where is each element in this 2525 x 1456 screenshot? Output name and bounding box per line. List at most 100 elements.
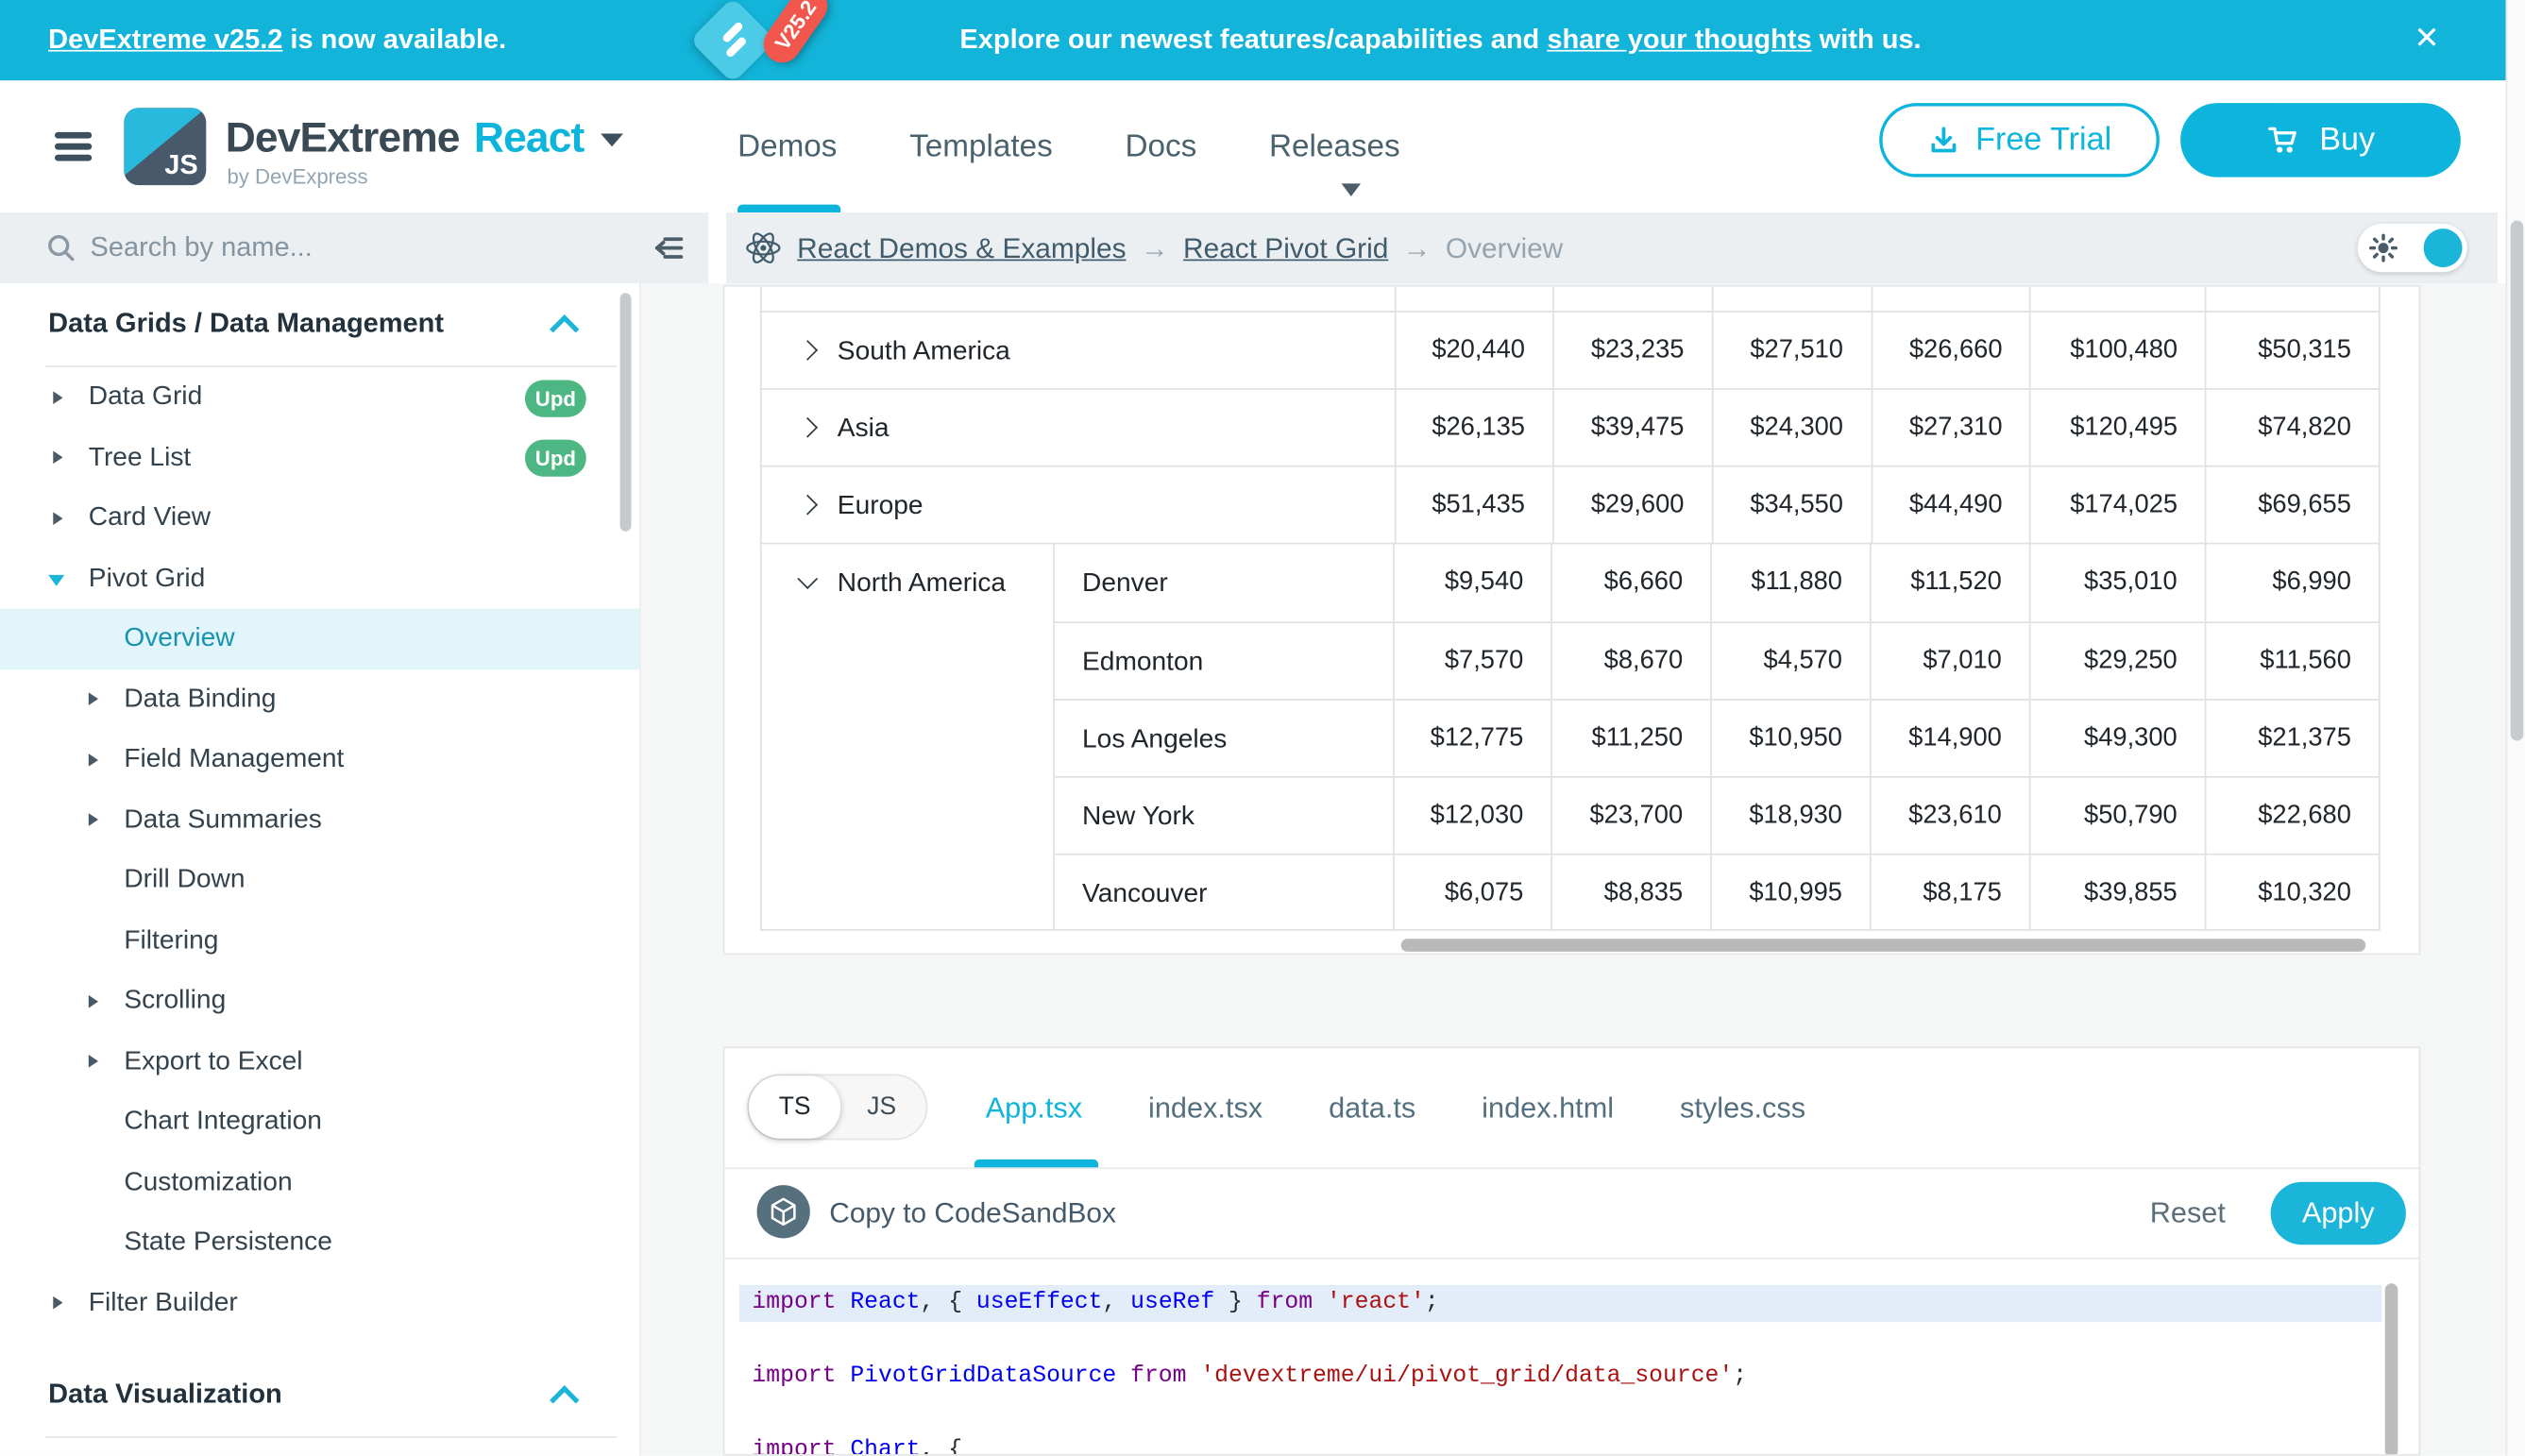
nav-item-templates[interactable]: Templates bbox=[909, 127, 1053, 164]
tab-index-tsx[interactable]: index.tsx bbox=[1148, 1091, 1263, 1124]
sidebar-item-data-grid[interactable]: Data Grid Upd bbox=[0, 367, 639, 428]
pivot-value-cell: $7,010 bbox=[1872, 622, 2031, 700]
collapse-sidebar-icon[interactable] bbox=[652, 232, 686, 264]
sidebar-item-customization[interactable]: Customization bbox=[0, 1152, 639, 1212]
share-thoughts-link[interactable]: share your thoughts bbox=[1547, 24, 1812, 55]
search-input[interactable]: Search by name... bbox=[90, 231, 313, 262]
main-nav: Demos Templates Docs Releases bbox=[737, 80, 1400, 212]
lang-toggle[interactable]: TS JS bbox=[747, 1074, 928, 1141]
upd-badge: Upd bbox=[524, 379, 586, 416]
header: JS DevExtreme React by DevExpress Demos Te… bbox=[0, 80, 2525, 213]
pivot-city-cell: Los Angeles bbox=[1055, 700, 1395, 777]
pivot-value-cell: $34,550 bbox=[1713, 466, 1873, 543]
chevron-down-icon[interactable] bbox=[600, 133, 623, 147]
lang-toggle-ts[interactable]: TS bbox=[749, 1075, 841, 1139]
releases-dropdown-icon[interactable] bbox=[1341, 183, 1362, 197]
chevron-up-icon[interactable] bbox=[550, 1385, 580, 1415]
collapsed-caret-icon[interactable] bbox=[88, 753, 99, 766]
code-line: import React, { useEffect, useRef } from… bbox=[738, 1284, 2382, 1323]
expanded-caret-icon[interactable] bbox=[48, 573, 65, 585]
breadcrumb-item[interactable]: React Demos & Examples bbox=[797, 230, 1127, 263]
pivot-value-cell: $23,610 bbox=[1872, 777, 2031, 854]
pivot-value-cell: $11,560 bbox=[2260, 647, 2351, 675]
sidebar-item-pivot-grid[interactable]: Pivot Grid bbox=[0, 549, 639, 609]
expand-chevron-icon[interactable] bbox=[797, 494, 819, 516]
buy-button[interactable]: Buy bbox=[2180, 103, 2461, 178]
pivot-city-cell: Vancouver bbox=[1055, 855, 1395, 931]
copy-to-codesandbox-label[interactable]: Copy to CodeSandBox bbox=[829, 1196, 1116, 1229]
pivot-value-cell: $8,670 bbox=[1552, 622, 1712, 700]
sidebar-item-data-summaries[interactable]: Data Summaries bbox=[0, 789, 639, 850]
page-scrollbar[interactable] bbox=[2505, 0, 2525, 1456]
collapsed-caret-icon[interactable] bbox=[88, 813, 99, 826]
active-nav-indicator bbox=[737, 204, 841, 213]
code-actions-row: Copy to CodeSandBox Reset Apply bbox=[724, 1167, 2418, 1258]
sidebar-item-export-to-excel[interactable]: Export to Excel bbox=[0, 1031, 639, 1092]
collapsed-caret-icon[interactable] bbox=[88, 692, 99, 705]
codesandbox-icon[interactable] bbox=[756, 1185, 810, 1239]
collapsed-caret-icon[interactable] bbox=[53, 1295, 63, 1310]
pivot-row-partial bbox=[759, 286, 2381, 313]
pivot-value-cell: $4,570 bbox=[1712, 622, 1872, 700]
sidebar-item-chart-integration[interactable]: Chart Integration bbox=[0, 1092, 639, 1152]
sidebar-item-scrolling[interactable]: Scrolling bbox=[0, 971, 639, 1031]
pivot-label-cell bbox=[762, 286, 1397, 312]
pivot-region-label: South America bbox=[837, 336, 1010, 366]
reset-button[interactable]: Reset bbox=[2149, 1196, 2226, 1229]
collapsed-caret-icon[interactable] bbox=[53, 450, 63, 465]
collapsed-caret-icon[interactable] bbox=[53, 390, 63, 404]
horizontal-scrollbar[interactable] bbox=[1400, 939, 2366, 952]
sidebar-item-field-management[interactable]: Field Management bbox=[0, 730, 639, 790]
sidebar-item-drill-down[interactable]: Drill Down bbox=[0, 850, 639, 910]
sidebar-scrollbar[interactable] bbox=[619, 293, 632, 532]
nav-item-releases[interactable]: Releases bbox=[1269, 127, 1400, 164]
tab-styles-css[interactable]: styles.css bbox=[1680, 1091, 1806, 1124]
code-scrollbar[interactable] bbox=[2384, 1283, 2398, 1454]
sidebar-section-header[interactable]: Data Visualization bbox=[0, 1354, 639, 1438]
search-bar[interactable]: Search by name... bbox=[0, 212, 709, 284]
hamburger-menu-icon[interactable] bbox=[54, 131, 93, 166]
theme-toggle-knob[interactable] bbox=[2423, 229, 2463, 268]
apply-button[interactable]: Apply bbox=[2270, 1181, 2406, 1245]
pivot-value-cell bbox=[2207, 287, 2379, 312]
sidebar-item-filter-builder[interactable]: Filter Builder bbox=[0, 1273, 639, 1333]
free-trial-button[interactable]: Free Trial bbox=[1879, 103, 2160, 178]
nav-item-docs[interactable]: Docs bbox=[1125, 127, 1197, 164]
chevron-up-icon[interactable] bbox=[550, 314, 580, 345]
framework-name[interactable]: React bbox=[473, 112, 585, 161]
collapse-chevron-icon[interactable] bbox=[797, 568, 819, 589]
tab-data-ts[interactable]: data.ts bbox=[1329, 1091, 1416, 1124]
expand-chevron-icon[interactable] bbox=[797, 340, 819, 361]
pivot-city-cell: Edmonton bbox=[1055, 622, 1395, 700]
collapsed-caret-icon[interactable] bbox=[88, 994, 99, 1007]
tab-App-tsx[interactable]: App.tsx bbox=[985, 1091, 1083, 1124]
sidebar-item-card-view[interactable]: Card View bbox=[0, 488, 639, 549]
breadcrumb: React Demos & Examples → React Pivot Grid →… bbox=[744, 212, 1563, 283]
sidebar-item-overview[interactable]: Overview bbox=[0, 608, 640, 669]
sidebar-item-tree-list[interactable]: Tree List Upd bbox=[0, 428, 639, 488]
sidebar-item-label: Customization bbox=[124, 1166, 293, 1196]
sidebar-item-filtering[interactable]: Filtering bbox=[0, 910, 639, 971]
collapsed-caret-icon[interactable] bbox=[53, 511, 63, 525]
expand-chevron-icon[interactable] bbox=[797, 416, 819, 438]
tab-index-html[interactable]: index.html bbox=[1482, 1091, 1615, 1124]
breadcrumb-item[interactable]: React Pivot Grid bbox=[1183, 230, 1389, 263]
pivot-region-cell: Asia bbox=[762, 389, 1397, 466]
sidebar-item-data-binding[interactable]: Data Binding bbox=[0, 669, 639, 730]
sidebar-section-header[interactable]: Data Grids / Data Management bbox=[0, 283, 639, 367]
pivot-value-cell: $26,660 bbox=[1873, 312, 2032, 389]
lang-toggle-js[interactable]: JS bbox=[867, 1092, 897, 1121]
pivot-region-cell: Europe bbox=[762, 466, 1397, 543]
page-scrollbar-thumb[interactable] bbox=[2510, 220, 2524, 741]
sidebar-item-label: Overview bbox=[124, 622, 235, 652]
nav-item-demos[interactable]: Demos bbox=[737, 127, 838, 164]
devextreme-logo[interactable]: JS bbox=[124, 108, 207, 186]
sidebar-item-state-persistence[interactable]: State Persistence bbox=[0, 1212, 639, 1273]
pivot-region-cell: North America bbox=[762, 544, 1056, 930]
pivot-row-city: Edmonton $7,570 $8,670 $4,570 $7,010 $29,250 $… bbox=[1055, 621, 2379, 700]
banner-close-icon[interactable]: ✕ bbox=[2414, 22, 2440, 57]
banner-release-link[interactable]: DevExtreme v25.2 bbox=[48, 24, 283, 55]
theme-toggle[interactable] bbox=[2357, 224, 2467, 273]
collapsed-caret-icon[interactable] bbox=[88, 1055, 99, 1068]
code-editor[interactable]: import React, { useEffect, useRef } from… bbox=[738, 1267, 2382, 1454]
